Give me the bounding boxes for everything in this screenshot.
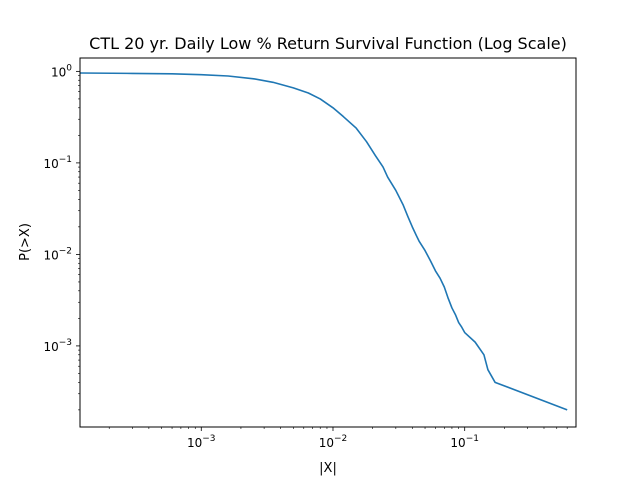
chart-title: CTL 20 yr. Daily Low % Return Survival F…: [89, 34, 567, 53]
y-axis-ticks: 100 10−1 10−2 10−3: [43, 63, 80, 411]
y-axis-label: P(>X): [18, 223, 33, 261]
x-tick-label: 10−1: [450, 434, 479, 450]
y-tick-label: 10−3: [43, 338, 72, 354]
plot-frame: [79, 57, 577, 428]
y-tick-label: 10−2: [43, 246, 72, 262]
x-axis-ticks: 10−3 10−2 10−1: [108, 427, 568, 450]
series-line-0: [79, 72, 568, 411]
x-axis-label: |X|: [319, 461, 337, 476]
y-tick-label: 100: [51, 63, 72, 79]
plot-area: [79, 72, 568, 411]
y-tick-label: 10−1: [43, 155, 72, 171]
x-tick-label: 10−2: [319, 434, 348, 450]
x-tick-label: 10−3: [187, 434, 216, 450]
